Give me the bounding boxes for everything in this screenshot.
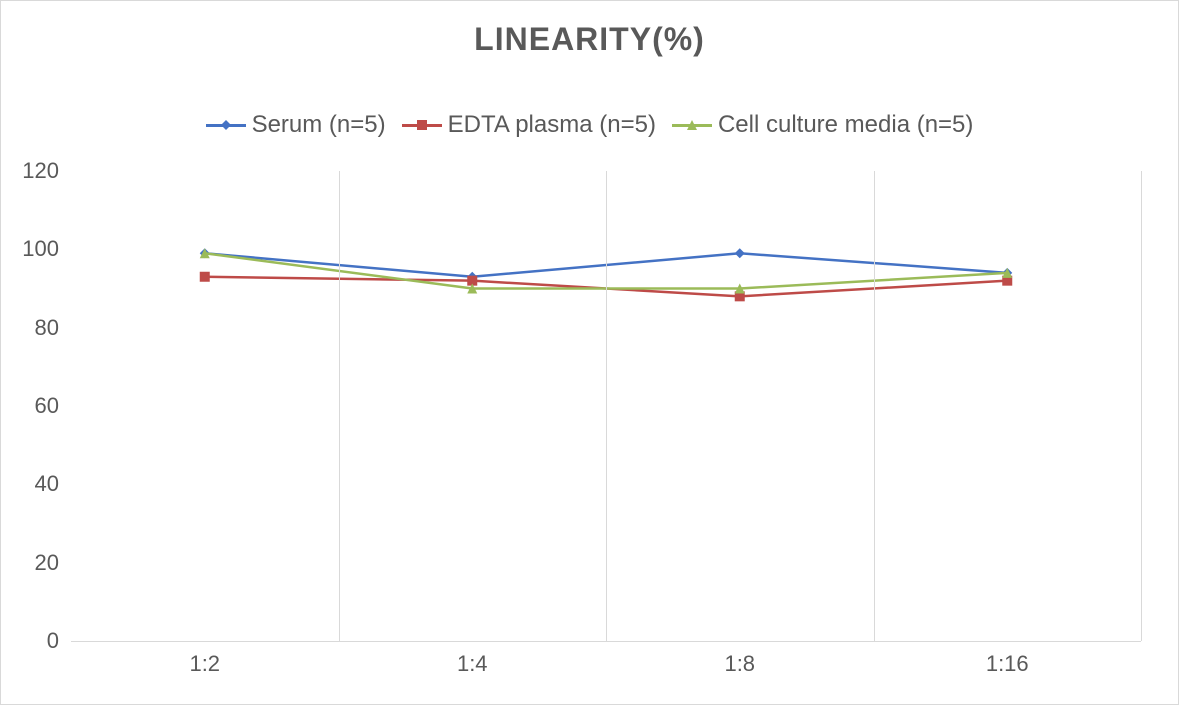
gridline-v [874,171,875,641]
data-marker [200,272,210,282]
legend-marker [402,116,442,134]
gridline-v [1141,171,1142,641]
legend-label: EDTA plasma (n=5) [448,111,656,139]
chart-title: LINEARITY(%) [1,21,1178,58]
legend-item: EDTA plasma (n=5) [402,111,656,139]
y-tick: 20 [9,550,59,576]
legend-marker [206,116,246,134]
gridline-v [606,171,607,641]
x-axis-line [71,641,1141,642]
y-tick: 60 [9,393,59,419]
gridline-v [339,171,340,641]
data-marker [735,248,745,258]
plot-area: 0204060801001201:21:41:81:16 [71,171,1141,641]
y-tick: 40 [9,471,59,497]
x-tick: 1:16 [986,651,1029,677]
y-tick: 100 [9,236,59,262]
linearity-chart: LINEARITY(%) Serum (n=5) EDTA plasma (n=5… [0,0,1179,705]
legend-label: Serum (n=5) [252,111,386,139]
legend-marker [672,116,712,134]
legend-item: Cell culture media (n=5) [672,111,973,139]
x-tick: 1:4 [457,651,488,677]
x-tick: 1:8 [724,651,755,677]
x-tick: 1:2 [189,651,220,677]
chart-legend: Serum (n=5) EDTA plasma (n=5) Cell culture… [1,111,1178,141]
y-tick: 0 [9,628,59,654]
legend-item: Serum (n=5) [206,111,386,139]
y-tick: 120 [9,158,59,184]
y-tick: 80 [9,315,59,341]
legend-label: Cell culture media (n=5) [718,111,973,139]
